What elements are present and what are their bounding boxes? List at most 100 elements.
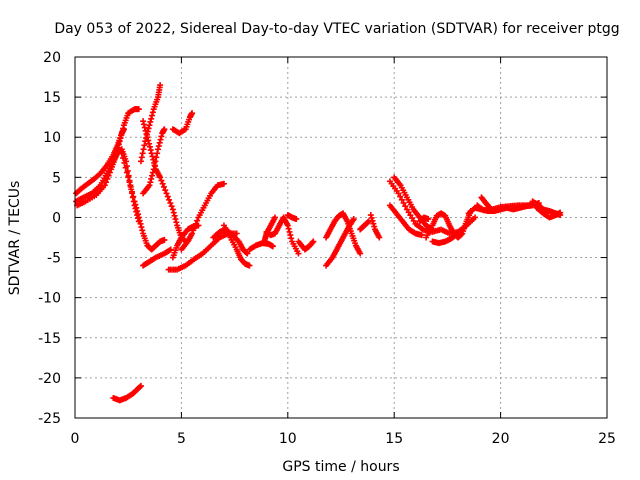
data-point: [156, 139, 163, 146]
data-point: [149, 112, 156, 119]
data-point: [146, 182, 153, 189]
data-point: [121, 159, 128, 166]
data-point: [287, 232, 294, 239]
data-point: [116, 138, 123, 145]
series-arc-l: [178, 180, 227, 253]
data-point: [115, 141, 122, 148]
y-tick-label: 10: [43, 130, 61, 146]
data-point: [163, 190, 170, 197]
data-point: [113, 151, 120, 158]
data-point: [269, 243, 276, 250]
data-point: [288, 235, 295, 242]
data-point: [286, 228, 293, 235]
data-point: [168, 203, 175, 210]
data-point: [167, 246, 174, 253]
y-tick-label: 20: [43, 50, 61, 66]
data-point: [167, 200, 174, 207]
data-point: [112, 154, 119, 161]
data-point: [357, 250, 364, 257]
series-arc-g: [140, 126, 168, 197]
data-point: [148, 175, 155, 182]
data-point: [146, 122, 153, 129]
series-arc-d: [118, 150, 168, 253]
data-point: [272, 214, 279, 221]
data-point: [191, 224, 198, 231]
data-point: [101, 182, 108, 189]
data-point: [350, 216, 357, 223]
data-point: [138, 224, 145, 231]
data-point: [129, 188, 136, 195]
series-arc-u: [323, 210, 364, 257]
data-point: [122, 164, 129, 171]
series-arc-h: [140, 246, 174, 269]
data-point: [142, 127, 149, 134]
data-point: [395, 190, 402, 197]
data-point: [400, 200, 407, 207]
data-point: [369, 217, 376, 224]
data-point: [114, 144, 121, 151]
data-point: [158, 133, 165, 140]
data-point: [190, 227, 197, 234]
series-arc-bb: [416, 214, 432, 225]
data-point: [293, 216, 300, 223]
data-point: [149, 109, 156, 116]
x-tick-label: 0: [71, 431, 80, 447]
data-point: [161, 126, 168, 133]
data-point: [486, 203, 493, 210]
data-point: [418, 232, 425, 239]
data-point: [137, 382, 144, 389]
data-point: [131, 198, 138, 205]
data-point: [133, 204, 140, 211]
data-point: [146, 143, 153, 150]
series-arc-o: [246, 240, 276, 253]
data-point: [157, 136, 164, 143]
data-point: [166, 196, 173, 203]
data-point: [161, 236, 168, 243]
data-point: [147, 179, 154, 186]
axis-ticks: [74, 56, 608, 419]
series-arc-w: [367, 212, 383, 241]
data-point: [104, 175, 111, 182]
y-tick-label: -10: [38, 291, 61, 307]
data-point: [154, 150, 161, 157]
data-point: [136, 217, 143, 224]
data-point: [189, 110, 196, 117]
series-arc-ii: [110, 382, 144, 404]
data-point: [153, 154, 160, 161]
x-tick-label: 25: [598, 431, 616, 447]
data-point: [169, 206, 176, 213]
data-point: [398, 196, 405, 203]
data-point: [145, 137, 152, 144]
data-point: [139, 227, 146, 234]
data-point: [139, 150, 146, 157]
y-tick-label: 0: [52, 210, 61, 226]
data-point: [148, 150, 155, 157]
data-point: [246, 262, 253, 269]
data-point: [154, 146, 161, 153]
data-point: [371, 223, 378, 230]
grid-lines: [75, 57, 607, 418]
y-tick-label: -15: [38, 331, 61, 347]
y-tick-label: 5: [52, 170, 61, 186]
x-axis-label: GPS time / hours: [282, 459, 399, 475]
data-point: [135, 214, 142, 221]
data-point: [172, 216, 179, 223]
data-point: [140, 146, 147, 153]
data-point: [147, 147, 154, 154]
data-point: [160, 183, 167, 190]
data-point: [194, 217, 201, 224]
series-arc-v: [357, 218, 372, 233]
data-point: [295, 250, 302, 257]
data-point: [149, 153, 156, 160]
y-axis-label: SDTVAR / TECUs: [7, 181, 23, 296]
data-point: [118, 131, 125, 138]
series-arc-hh: [533, 204, 564, 221]
y-tick-label: -20: [38, 371, 61, 387]
series-arc-r: [284, 212, 300, 223]
data-point: [137, 158, 144, 165]
y-tick-labels: -25 -20 -15 -10 -5 0 5 10 15 20: [38, 50, 61, 427]
series-arc-q: [261, 214, 279, 245]
y-tick-label: 15: [43, 90, 61, 106]
data-point: [171, 212, 178, 219]
data-point: [159, 180, 166, 187]
